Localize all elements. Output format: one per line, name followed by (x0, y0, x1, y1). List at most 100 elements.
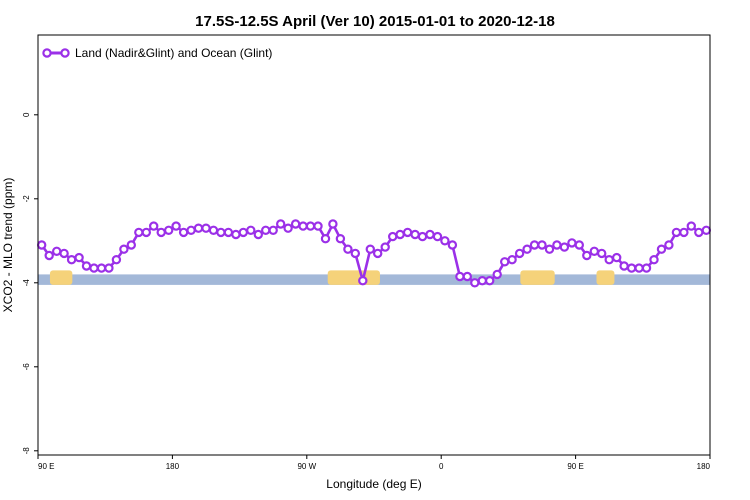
data-point (276, 219, 286, 229)
data-point (485, 276, 495, 286)
legend-marker-left (42, 48, 52, 58)
data-point (522, 244, 532, 254)
data-point (81, 261, 92, 271)
data-point (358, 276, 368, 286)
y-tick-label: -8 (22, 447, 31, 455)
data-point (544, 244, 555, 254)
data-point (231, 229, 241, 240)
data-point (126, 240, 137, 250)
data-point (582, 250, 592, 261)
y-tick-label: 0 (22, 112, 31, 117)
data-point (552, 240, 562, 250)
data-point (246, 225, 256, 235)
data-point (328, 219, 338, 229)
data-point (74, 252, 84, 263)
data-point (290, 219, 301, 229)
data-point (626, 263, 637, 273)
data-point (238, 227, 248, 238)
data-point (410, 229, 420, 240)
data-point (537, 240, 547, 250)
data-point (462, 271, 472, 282)
x-tick-label: 0 (439, 462, 444, 471)
data-point (119, 244, 129, 254)
data-point (37, 240, 47, 250)
data-point (470, 278, 480, 288)
data-point (216, 227, 226, 238)
land-band-segment (327, 270, 380, 285)
chart-title: 17.5S-12.5S April (Ver 10) 2015-01-01 to… (195, 13, 555, 30)
surface-type-band (38, 270, 710, 285)
data-point (141, 227, 151, 238)
x-axis-label: Longitude (deg E) (326, 477, 421, 491)
data-point (679, 227, 689, 238)
data-point (589, 246, 600, 256)
data-point (612, 252, 622, 263)
data-point (686, 221, 697, 231)
data-point (253, 229, 263, 240)
data-point (447, 240, 458, 250)
data-point (305, 221, 316, 231)
data-point (559, 242, 570, 252)
data-point (649, 255, 659, 265)
data-point (567, 238, 577, 248)
data-point (66, 255, 77, 265)
data-point (500, 257, 510, 267)
data-point (425, 229, 435, 240)
data-point (148, 221, 159, 231)
data-point (402, 227, 413, 238)
data-point (507, 255, 517, 265)
data-point (59, 248, 69, 259)
land-band-segment (596, 270, 615, 285)
y-tick-label: -4 (22, 279, 31, 287)
legend: Land (Nadir&Glint) and Ocean (Glint) (42, 46, 272, 60)
data-point (171, 221, 181, 231)
data-point (656, 244, 667, 254)
data-point (156, 227, 166, 238)
data-point (597, 248, 607, 259)
data-point (365, 244, 375, 254)
data-point (604, 255, 614, 265)
data-point (208, 225, 219, 235)
data-point (89, 263, 99, 273)
legend-marker-right (60, 48, 70, 58)
data-point (343, 244, 353, 254)
x-tick-label: 90 E (567, 462, 583, 471)
data-point (455, 271, 465, 282)
data-point (350, 248, 360, 259)
data-point (320, 233, 331, 244)
data-point (335, 233, 346, 244)
data-point (417, 231, 428, 242)
data-point (298, 221, 308, 231)
series-layer (37, 219, 712, 288)
y-axis-label: XCO2 - MLO trend (ppm) (1, 178, 15, 313)
data-point (163, 225, 174, 235)
x-tick-label: 180 (166, 462, 180, 471)
data-point (694, 227, 704, 238)
x-axis: 90 E 180 90 W 0 90 E 180 (37, 455, 711, 471)
data-point (178, 227, 189, 238)
data-point (529, 240, 540, 250)
data-point (574, 240, 585, 250)
data-point (186, 225, 196, 235)
data-point (104, 263, 114, 273)
data-point (380, 242, 390, 252)
data-point (223, 227, 234, 238)
legend-entry: Land (Nadir&Glint) and Ocean (Glint) (75, 46, 272, 60)
data-point (201, 223, 211, 233)
data-point (261, 225, 271, 235)
data-point (283, 223, 293, 233)
data-point (477, 276, 487, 286)
x-tick-label: 90 E (38, 462, 54, 471)
data-point (313, 221, 323, 231)
data-point (440, 236, 450, 246)
land-band-segment (520, 270, 555, 285)
data-point (619, 261, 629, 271)
land-band-segment (49, 270, 73, 285)
data-point (432, 231, 443, 242)
x-tick-label: 90 W (297, 462, 316, 471)
data-point (96, 263, 107, 273)
y-tick-label: -6 (22, 363, 31, 371)
data-point (268, 225, 278, 235)
y-tick-label: -2 (22, 195, 31, 203)
